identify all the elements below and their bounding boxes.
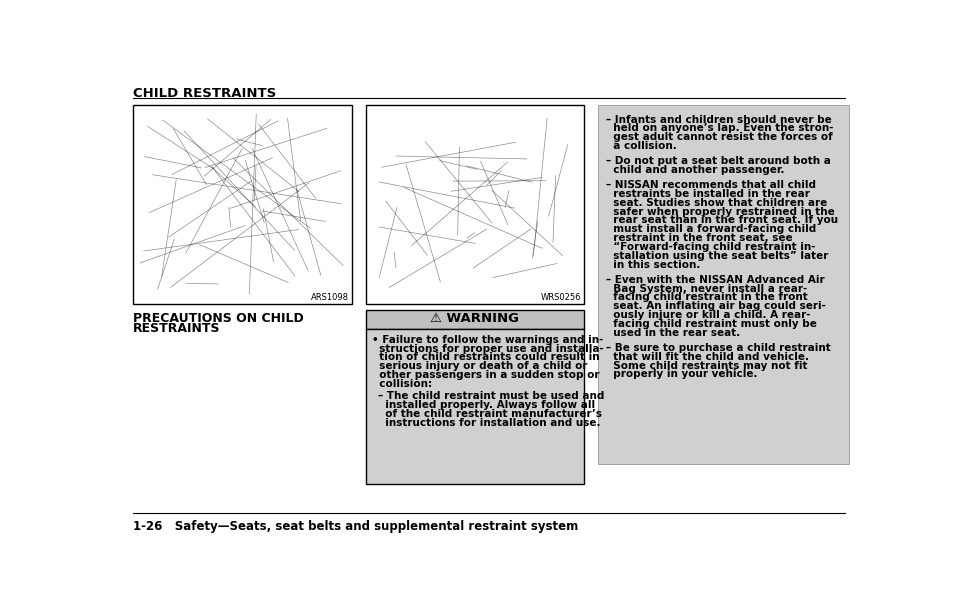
Text: seat. Studies show that children are: seat. Studies show that children are [605,198,826,208]
Text: PRECAUTIONS ON CHILD: PRECAUTIONS ON CHILD [133,312,304,325]
Text: – Even with the NISSAN Advanced Air: – Even with the NISSAN Advanced Air [605,275,823,285]
Text: – Infants and children should never be: – Infants and children should never be [605,114,831,125]
Text: safer when properly restrained in the: safer when properly restrained in the [605,207,834,216]
Text: ⚠ WARNING: ⚠ WARNING [430,312,519,325]
Text: serious injury or death of a child or: serious injury or death of a child or [372,361,587,371]
Text: used in the rear seat.: used in the rear seat. [605,328,740,338]
Text: child and another passenger.: child and another passenger. [605,165,783,175]
Text: ously injure or kill a child. A rear-: ously injure or kill a child. A rear- [605,310,810,320]
Text: must install a forward-facing child: must install a forward-facing child [605,224,816,234]
Text: – NISSAN recommends that all child: – NISSAN recommends that all child [605,180,815,190]
Text: – Do not put a seat belt around both a: – Do not put a seat belt around both a [605,156,830,166]
Text: RESTRAINTS: RESTRAINTS [133,322,220,336]
Text: that will fit the child and vehicle.: that will fit the child and vehicle. [605,351,808,362]
Text: • Failure to follow the warnings and in-: • Failure to follow the warnings and in- [372,335,602,345]
Text: – The child restraint must be used and: – The child restraint must be used and [377,391,604,401]
Text: facing child restraint must only be: facing child restraint must only be [605,319,816,329]
Text: other passengers in a sudden stop or: other passengers in a sudden stop or [372,370,598,380]
Text: stallation using the seat belts” later: stallation using the seat belts” later [605,251,827,261]
Bar [365,310,583,328]
Text: structions for proper use and installa-: structions for proper use and installa- [372,344,603,354]
Text: instructions for installation and use.: instructions for installation and use. [377,418,600,427]
Text: ARS1098: ARS1098 [311,292,348,302]
Text: restraints be installed in the rear: restraints be installed in the rear [605,189,809,199]
Text: restraint in the front seat, see: restraint in the front seat, see [605,233,792,243]
Text: tion of child restraints could result in: tion of child restraints could result in [372,353,598,362]
Text: gest adult cannot resist the forces of: gest adult cannot resist the forces of [605,133,832,142]
Text: Some child restraints may not fit: Some child restraints may not fit [605,361,806,370]
Text: facing child restraint in the front: facing child restraint in the front [605,292,807,302]
Text: rear seat than in the front seat. If you: rear seat than in the front seat. If you [605,215,837,226]
Bar [365,328,583,484]
Text: of the child restraint manufacturer’s: of the child restraint manufacturer’s [377,409,601,419]
Text: installed properly. Always follow all: installed properly. Always follow all [377,400,595,410]
Text: held on anyone’s lap. Even the stron-: held on anyone’s lap. Even the stron- [605,123,833,133]
Text: CHILD RESTRAINTS: CHILD RESTRAINTS [133,87,276,100]
Text: in this section.: in this section. [605,260,700,270]
Bar [365,105,583,304]
Text: properly in your vehicle.: properly in your vehicle. [605,370,757,379]
Text: – Be sure to purchase a child restraint: – Be sure to purchase a child restraint [605,343,830,353]
Text: collision:: collision: [372,379,432,389]
Bar [598,105,848,464]
Text: WRS0256: WRS0256 [540,292,580,302]
Bar [133,105,352,304]
Text: “Forward-facing child restraint in-: “Forward-facing child restraint in- [605,242,815,252]
Text: a collision.: a collision. [605,141,676,151]
Text: Bag System, never install a rear-: Bag System, never install a rear- [605,283,806,294]
Text: seat. An inflating air bag could seri-: seat. An inflating air bag could seri- [605,302,825,311]
Text: 1-26   Safety—Seats, seat belts and supplemental restraint system: 1-26 Safety—Seats, seat belts and supple… [133,520,578,533]
